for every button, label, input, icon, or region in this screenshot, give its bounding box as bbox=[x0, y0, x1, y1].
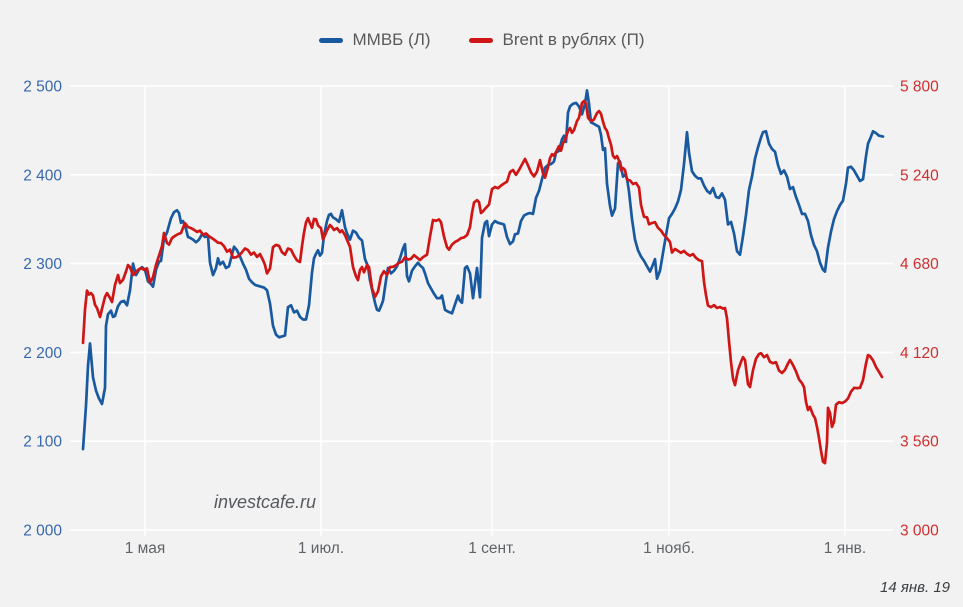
x-axis-tick: 1 нояб. bbox=[643, 540, 695, 557]
series-lines bbox=[81, 89, 885, 465]
watermark: investcafe.ru bbox=[214, 492, 317, 512]
chart-legend: ММВБ (Л) Brent в рублях (П) bbox=[0, 30, 963, 50]
right-axis-tick: 5 800 bbox=[900, 79, 939, 96]
right-axis-tick: 4 680 bbox=[900, 256, 939, 273]
legend-item-mmvb[interactable]: ММВБ (Л) bbox=[318, 30, 431, 50]
left-axis-tick: 2 100 bbox=[23, 434, 62, 451]
grid-lines bbox=[70, 85, 893, 536]
x-axis-tick: 1 июл. bbox=[298, 540, 344, 557]
legend-item-brent[interactable]: Brent в рублях (П) bbox=[468, 30, 645, 50]
legend-label-mmvb: ММВБ (Л) bbox=[352, 30, 431, 49]
left-axis-tick: 2 400 bbox=[23, 167, 62, 184]
mmvb-series-marker-icon bbox=[318, 37, 343, 43]
right-axis-tick: 3 000 bbox=[900, 523, 939, 540]
left-axis-tick: 2 000 bbox=[23, 523, 62, 540]
date-stamp: 14 янв. 19 bbox=[880, 579, 950, 596]
legend-label-brent: Brent в рублях (П) bbox=[502, 30, 645, 49]
right-axis-tick: 3 560 bbox=[900, 434, 939, 451]
left-axis-tick: 2 500 bbox=[23, 79, 62, 96]
right-axis-tick: 4 120 bbox=[900, 345, 939, 362]
left-axis-tick: 2 300 bbox=[23, 256, 62, 273]
x-axis-tick: 1 янв. bbox=[824, 540, 866, 557]
right-axis-tick: 5 240 bbox=[900, 167, 939, 184]
mmvb-line-series bbox=[81, 89, 885, 451]
axis-tick-labels: 2 500 2 400 2 300 2 200 2 100 2 000 5 800 5 240… bbox=[23, 79, 939, 558]
left-axis-tick: 2 200 bbox=[23, 345, 62, 362]
brent-line-series bbox=[81, 99, 884, 465]
brent-series-marker-icon bbox=[468, 37, 493, 43]
x-axis-tick: 1 сент. bbox=[468, 540, 516, 557]
x-axis-tick: 1 мая bbox=[125, 540, 166, 557]
